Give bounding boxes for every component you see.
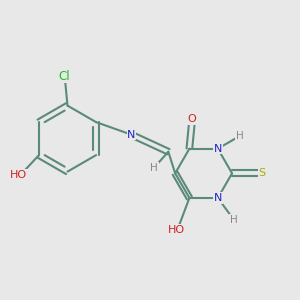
Text: H: H [236,131,243,141]
Text: S: S [258,168,265,178]
Text: N: N [214,193,222,203]
Text: HO: HO [10,170,27,180]
Text: Cl: Cl [59,70,70,83]
Text: HO: HO [168,225,185,235]
Text: N: N [214,144,222,154]
Text: H: H [150,163,158,172]
Text: O: O [188,114,197,124]
Text: H: H [230,214,238,225]
Text: N: N [127,130,136,140]
